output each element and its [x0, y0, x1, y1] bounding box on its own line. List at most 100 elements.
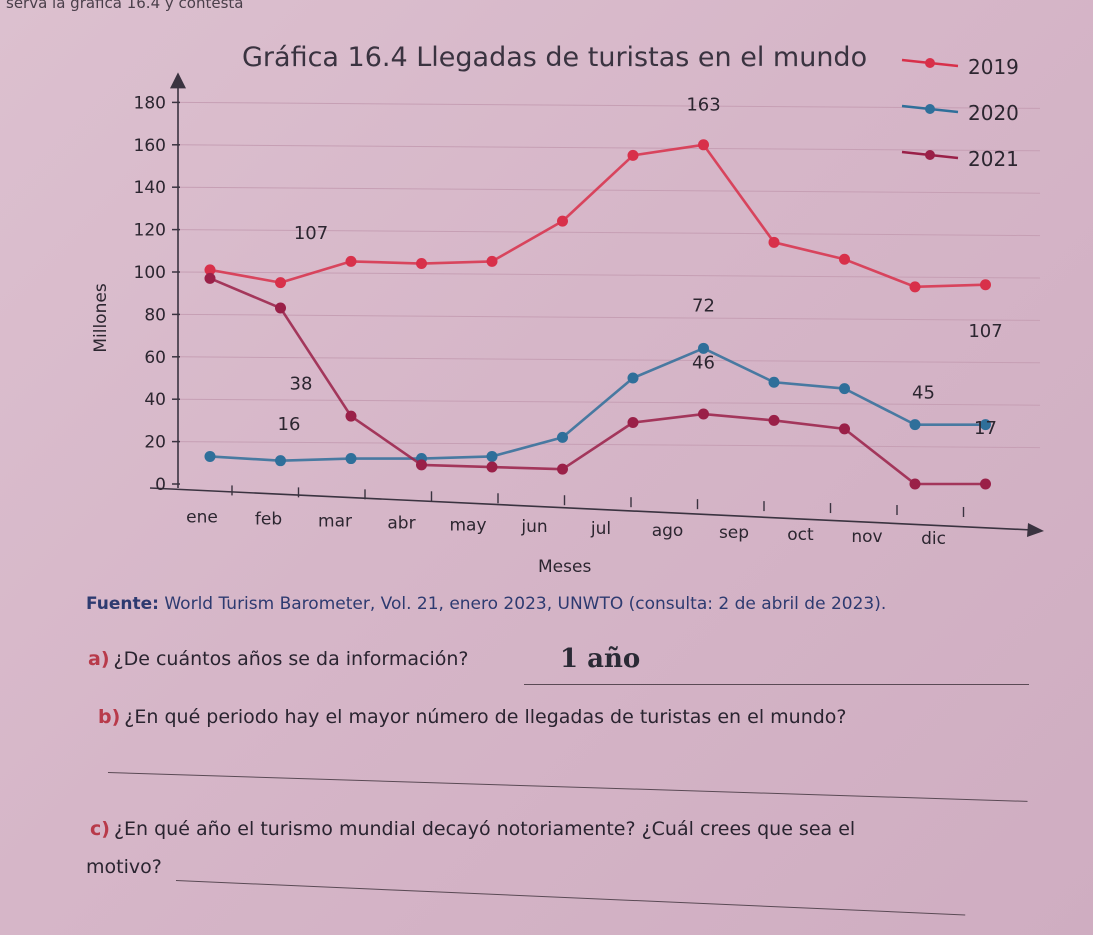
x-tick-label: jun	[520, 517, 547, 537]
question-c: c) ¿En qué año el turismo mundial decayó …	[90, 818, 855, 840]
y-axis-arrow	[170, 72, 186, 89]
data-label: 45	[912, 383, 935, 404]
point-2021-ago	[698, 408, 709, 420]
y-tick-label: 40	[144, 390, 166, 410]
top-cut-text: serva la gráfica 16.4 y contesta	[6, 0, 244, 12]
grid-lines	[177, 101, 1041, 449]
point-2021-abr	[416, 459, 427, 471]
question-b: b) ¿En qué periodo hay el mayor número de…	[98, 706, 847, 728]
x-tick-label: may	[449, 515, 486, 535]
question-c-continued: motivo?	[86, 856, 162, 878]
data-labels: 163 107 107 72 46 38 16 45 17	[278, 94, 1003, 439]
point-2020-jul	[627, 372, 639, 384]
point-2020-nov	[909, 419, 921, 431]
line-chart: Gráfica 16.4 Llegadas de turistas en el …	[91, 42, 1044, 577]
question-c-text: ¿En qué año el turismo mundial decayó no…	[113, 818, 856, 840]
data-label: 46	[692, 352, 715, 373]
x-tick-label: jul	[590, 519, 611, 539]
x-tick-label: oct	[787, 525, 814, 545]
data-label: 107	[968, 321, 1002, 342]
point-2021-may	[486, 461, 498, 473]
x-axis-line	[149, 487, 1033, 531]
question-c-letter: c)	[90, 818, 110, 840]
gridline	[177, 101, 1041, 109]
point-2021-sep	[768, 414, 780, 426]
legend-marker-2021	[925, 150, 935, 160]
x-axis-ticks: ene feb mar abr may jun jul ago sep oct nov dic	[186, 485, 965, 549]
point-2021-feb	[275, 302, 286, 314]
gridline	[177, 441, 1041, 449]
data-label: 16	[278, 414, 301, 435]
point-2019-nov	[909, 281, 921, 293]
gridline	[177, 271, 1041, 279]
legend-label-2019: 2019	[968, 55, 1019, 79]
answer-a-line[interactable]	[524, 684, 1029, 685]
point-2019-ago	[698, 139, 709, 151]
y-tick-label: 0	[155, 475, 166, 495]
y-tick-label: 60	[144, 348, 166, 368]
y-tick-label: 120	[134, 221, 166, 241]
x-tick-label: ago	[652, 521, 684, 541]
y-tick-label: 80	[144, 305, 166, 325]
answer-c-line[interactable]	[175, 880, 966, 916]
answer-b-line[interactable]	[107, 772, 1028, 802]
point-2020-mar	[345, 453, 357, 465]
point-2021-jul	[627, 417, 639, 429]
legend-marker-2020	[925, 104, 935, 114]
y-tick-label: 20	[144, 433, 166, 453]
point-2021-nov	[909, 478, 921, 490]
x-tick-label: feb	[255, 509, 282, 529]
x-tick-label: nov	[851, 527, 882, 547]
series-line-2021	[209, 277, 986, 486]
point-2020-ene	[204, 450, 216, 462]
point-2019-jun	[557, 215, 568, 227]
point-2020-may	[486, 450, 498, 462]
gridline	[177, 229, 1041, 237]
legend-marker-2019	[925, 58, 935, 68]
y-tick-label: 180	[134, 93, 166, 113]
question-a-letter: a)	[88, 648, 110, 670]
series-line-2019	[209, 143, 986, 289]
legend: 2019 2020 2021	[901, 55, 1019, 171]
data-label: 17	[974, 418, 997, 439]
point-2020-dic	[980, 419, 991, 431]
point-2019-may	[486, 255, 498, 267]
source-prefix: Fuente:	[86, 594, 159, 614]
y-tick-label: 140	[134, 178, 166, 198]
point-2021-oct	[839, 423, 850, 435]
data-label: 107	[294, 223, 328, 244]
y-tick-label: 160	[134, 136, 166, 156]
point-2019-ene	[204, 264, 216, 276]
point-2020-ago	[698, 342, 709, 354]
point-2021-dic	[980, 478, 991, 490]
point-2020-sep	[768, 376, 780, 388]
point-2020-jun	[557, 431, 568, 443]
point-2020-oct	[839, 383, 850, 395]
point-2019-jul	[627, 149, 639, 161]
gridline	[177, 144, 1041, 152]
point-2019-sep	[768, 236, 780, 248]
axes	[149, 72, 1044, 537]
series-line-2020	[209, 347, 986, 462]
x-tick-label: mar	[318, 511, 352, 531]
point-2021-jun	[557, 463, 568, 475]
y-tick-label: 100	[134, 263, 166, 283]
x-tick-label: ene	[186, 507, 218, 527]
question-c-text2: motivo?	[86, 856, 162, 878]
gridline	[177, 356, 1041, 364]
point-2019-dic	[980, 279, 991, 291]
point-2019-oct	[839, 253, 850, 265]
question-a-text: ¿De cuántos años se da información?	[113, 648, 469, 670]
point-2020-feb	[275, 455, 286, 467]
point-2021-mar	[345, 410, 357, 422]
answer-a-handwritten: 1 año	[560, 644, 641, 674]
x-axis-arrow	[1027, 523, 1044, 537]
gridline	[177, 398, 1041, 406]
legend-label-2021: 2021	[968, 147, 1019, 171]
question-b-letter: b)	[98, 706, 121, 728]
data-label: 38	[290, 373, 313, 394]
legend-label-2020: 2020	[968, 101, 1019, 125]
point-2019-mar	[345, 255, 357, 267]
point-2019-abr	[416, 258, 427, 270]
data-label: 72	[692, 295, 715, 316]
